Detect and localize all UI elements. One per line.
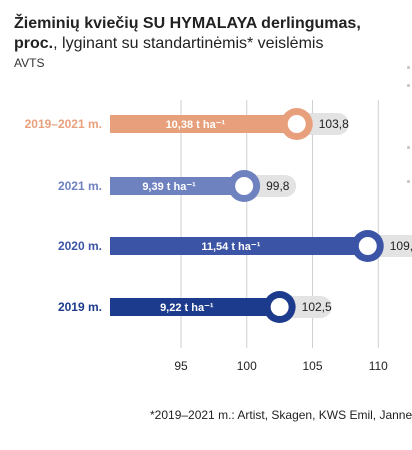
title-line-1: Žieminių kviečių SU HYMALAYA derlingumas… (14, 15, 361, 32)
value-label: 102,5 (302, 300, 332, 314)
bar (110, 298, 280, 316)
title-line-2: proc., lyginant su standartinėmis* veisl… (14, 34, 406, 54)
category-label: 2019–2021 m. (25, 117, 102, 131)
value-label: 109,2 (390, 239, 412, 253)
chart-subtitle: AVTS (14, 56, 45, 70)
title-light-part: , lyginant su standartinėmis* veislėmis (53, 35, 324, 52)
x-tick-label: 110 (369, 359, 388, 373)
chart-title: Žieminių kviečių SU HYMALAYA derlingumas… (14, 14, 406, 54)
value-marker-center (358, 237, 377, 255)
title-bold-part: proc. (14, 35, 54, 52)
edge-mark (407, 146, 410, 149)
edge-mark (407, 84, 410, 87)
bar-label: 10,38 t ha⁻¹ (166, 119, 226, 131)
edge-mark (407, 180, 410, 183)
value-marker-center (235, 177, 254, 195)
footnote: *2019–2021 m.: Artist, Skagen, KWS Emil,… (150, 408, 412, 422)
category-label: 2021 m. (58, 179, 102, 193)
bar (110, 177, 245, 195)
edge-mark (407, 66, 410, 69)
bar (110, 237, 368, 255)
x-tick-label: 105 (303, 359, 323, 373)
value-marker-center (287, 115, 306, 133)
bar-label: 11,54 t ha⁻¹ (201, 241, 260, 253)
x-tick-label: 95 (174, 359, 188, 373)
value-marker-center (270, 298, 289, 316)
value-label: 103,8 (319, 117, 349, 131)
bar-label: 9,39 t ha⁻¹ (142, 181, 196, 193)
category-label: 2019 m. (58, 300, 102, 314)
value-label: 99,8 (266, 179, 290, 193)
bar-label: 9,22 t ha⁻¹ (160, 302, 214, 314)
x-tick-label: 100 (237, 359, 257, 373)
category-label: 2020 m. (58, 239, 102, 253)
bar (110, 115, 297, 133)
